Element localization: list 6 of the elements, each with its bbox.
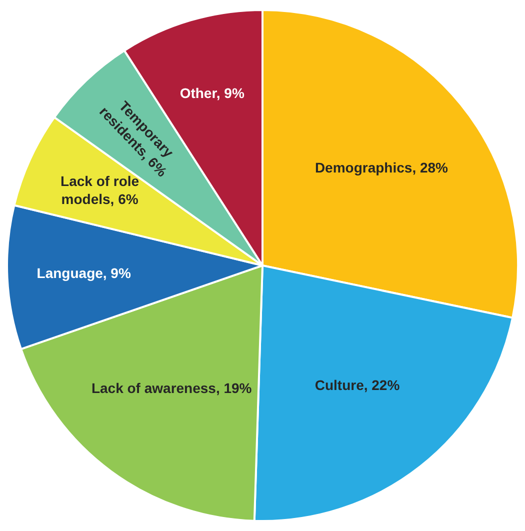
slice-label: Language, 9%: [36, 264, 132, 281]
slice-label: Culture, 22%: [314, 376, 400, 393]
slice-label: Other, 9%: [180, 84, 245, 101]
slice-label: Lack of awareness, 19%: [91, 380, 252, 396]
slice-label: Demographics, 28%: [314, 160, 449, 176]
slice-label: Lack of role models, 6%: [60, 173, 140, 208]
